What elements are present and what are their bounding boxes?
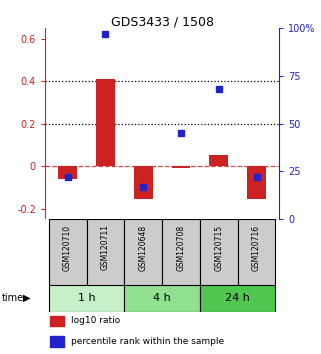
Text: GSM120648: GSM120648 [139,224,148,270]
Bar [50,336,64,347]
Bar [200,285,275,312]
Text: GSM120710: GSM120710 [63,224,72,270]
Text: GSM120708: GSM120708 [177,224,186,270]
Bar [96,79,115,166]
Bar [209,155,228,166]
Bar [49,219,87,285]
Bar [238,219,275,285]
Bar [171,166,190,168]
Text: GSM120715: GSM120715 [214,224,223,270]
Text: ▶: ▶ [23,293,30,303]
Text: 1 h: 1 h [78,293,95,303]
Text: 24 h: 24 h [225,293,250,303]
Bar [87,219,124,285]
Bar [162,219,200,285]
Bar [247,166,266,199]
Text: GSM120716: GSM120716 [252,224,261,270]
Text: GSM120711: GSM120711 [101,224,110,270]
Text: log10 ratio: log10 ratio [71,316,120,325]
Bar [58,166,77,179]
Text: time: time [2,293,24,303]
Bar [49,285,124,312]
Title: GDS3433 / 1508: GDS3433 / 1508 [111,15,213,28]
Text: percentile rank within the sample: percentile rank within the sample [71,337,224,346]
Bar [124,285,200,312]
Bar [200,219,238,285]
Bar [124,219,162,285]
Text: 4 h: 4 h [153,293,171,303]
Bar [50,315,64,326]
Bar [134,166,153,199]
